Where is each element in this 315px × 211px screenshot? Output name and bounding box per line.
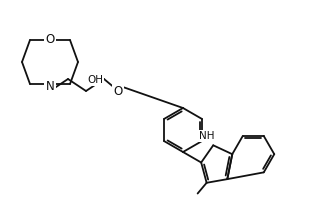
Text: O: O [45, 32, 54, 46]
Text: N: N [46, 80, 54, 92]
Text: OH: OH [87, 75, 103, 85]
Text: NH: NH [199, 131, 215, 141]
Text: O: O [113, 84, 123, 97]
